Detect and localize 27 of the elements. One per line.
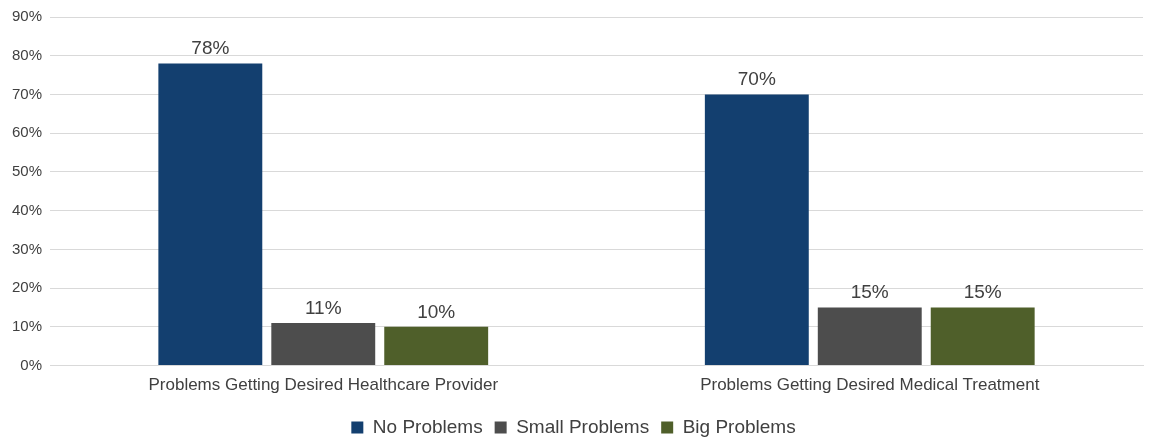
x-tick-label: Problems Getting Desired Medical Treatment bbox=[700, 375, 1040, 395]
bar bbox=[930, 307, 1035, 366]
y-tick-label: 10% bbox=[11, 317, 43, 335]
data-label: 10% bbox=[417, 300, 456, 322]
data-label: 70% bbox=[737, 68, 776, 90]
y-tick-label: 60% bbox=[11, 123, 43, 141]
y-tick-label: 30% bbox=[11, 239, 43, 257]
data-label: 11% bbox=[304, 296, 342, 318]
legend-label: Big Problems bbox=[682, 415, 796, 437]
legend-label: Small Problems bbox=[516, 415, 650, 437]
y-tick-label: 0% bbox=[20, 355, 43, 373]
y-tick-label: 70% bbox=[11, 84, 43, 102]
y-tick-label: 80% bbox=[11, 45, 43, 63]
bar bbox=[158, 63, 263, 366]
x-tick-label: Problems Getting Desired Healthcare Provider bbox=[148, 375, 499, 395]
legend-label: No Problems bbox=[372, 415, 483, 437]
y-tick-label: 40% bbox=[11, 200, 43, 218]
y-tick-label: 90% bbox=[11, 7, 43, 25]
data-label: 78% bbox=[191, 37, 230, 59]
data-label: 15% bbox=[850, 281, 889, 303]
y-tick-label: 20% bbox=[11, 278, 43, 296]
bar bbox=[817, 307, 922, 366]
bar bbox=[704, 94, 809, 366]
data-label: 15% bbox=[963, 281, 1002, 303]
bar bbox=[384, 326, 489, 366]
bar bbox=[271, 322, 376, 366]
y-tick-label: 50% bbox=[11, 162, 43, 180]
